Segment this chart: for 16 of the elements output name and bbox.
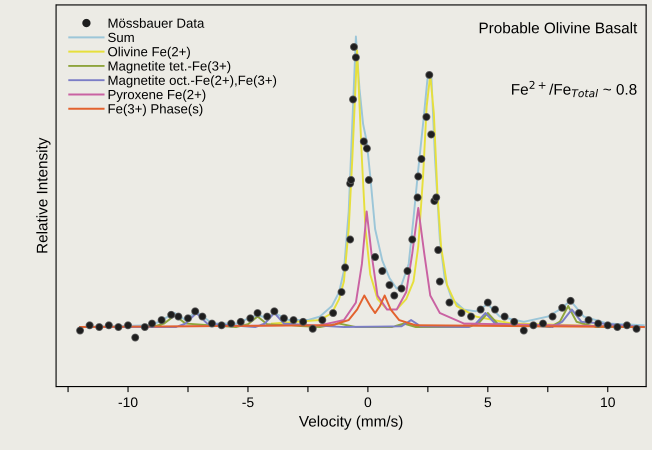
- x-tick-label: -5: [242, 397, 254, 408]
- text: Probable Olivine Basalt: [480, 22, 638, 34]
- x-tick-label: -10: [118, 397, 138, 408]
- y-axis-title: Relative Intensity: [36, 138, 51, 253]
- legend-label: Mössbauer Data: [108, 18, 204, 28]
- legend-label: Fe(3+) Phase(s): [108, 104, 202, 116]
- legend-label: Magnetite tet.-Fe(3+): [108, 60, 230, 74]
- x-axis-title: Velocity (mm/s): [298, 415, 402, 430]
- annotation: Fe$^{2+}$/Fe$_{Total}$ ~ 0.8: [512, 80, 637, 98]
- x-tick-label: 0: [364, 397, 372, 408]
- legend-label: Olivine Fe(2+): [108, 46, 190, 59]
- x-tick-label: 5: [484, 397, 492, 408]
- x-tick-label: 10: [601, 397, 615, 408]
- legend-label: Sum: [108, 32, 134, 42]
- legend-label: Magnetite oct.-Fe(2+),Fe(3+): [108, 75, 276, 88]
- legend-label: Pyroxene Fe(2+): [108, 90, 206, 102]
